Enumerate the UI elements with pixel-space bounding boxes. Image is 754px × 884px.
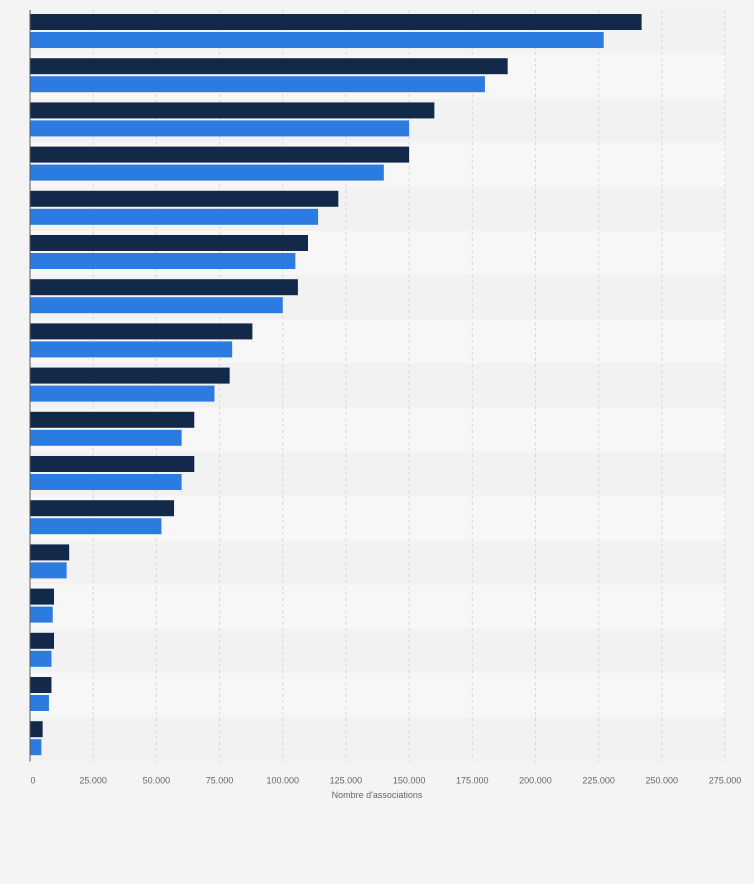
bar [30,474,182,490]
category-band [30,717,726,762]
category-band [30,540,726,585]
category-band [30,673,726,718]
x-tick-label: 125.000 [330,775,363,785]
category-band [30,628,726,673]
x-tick-label: 150.000 [393,775,426,785]
bar [30,297,283,314]
bars [30,14,642,756]
bar [30,58,508,75]
bar [30,341,233,358]
bar [30,518,162,535]
bar [30,544,70,561]
bar [30,562,67,579]
bar [30,588,55,605]
x-tick-label: 25.000 [79,775,107,785]
bar [30,606,53,623]
bar [30,677,52,693]
x-tick-label: 275.000 [709,775,742,785]
bar [30,456,195,472]
bar [30,14,642,30]
x-tick-label: 225.000 [582,775,615,785]
bar [30,76,485,93]
bar [30,208,319,225]
bar [30,632,55,649]
bar [30,721,43,738]
bar [30,385,215,402]
bar [30,235,308,251]
bar [30,146,410,163]
x-tick-label: 0 [30,775,35,785]
x-tick-label: 175.000 [456,775,489,785]
bar [30,164,384,181]
bar [30,190,339,207]
bar [30,650,52,667]
bar [30,739,42,756]
bar [30,102,435,119]
x-tick-labels: 0 25.000 50.000 75.000 100.000 125.000 150.000… [30,775,741,785]
x-tick-label: 250.000 [646,775,679,785]
bar [30,429,182,446]
bar [30,500,175,517]
grid-lines [92,10,726,762]
bar [30,279,298,296]
bar [30,367,230,384]
x-tick-label: 100.000 [266,775,299,785]
bar [30,695,49,711]
x-tick-label: 200.000 [519,775,552,785]
bar [30,32,604,48]
x-tick-label: 50.000 [143,775,171,785]
bar [30,120,410,137]
category-band [30,584,726,629]
bar [30,323,253,340]
x-tick-label: 75.000 [206,775,234,785]
bar [30,253,296,269]
bar [30,411,195,428]
x-axis-title: Nombre d'associations [332,790,423,800]
